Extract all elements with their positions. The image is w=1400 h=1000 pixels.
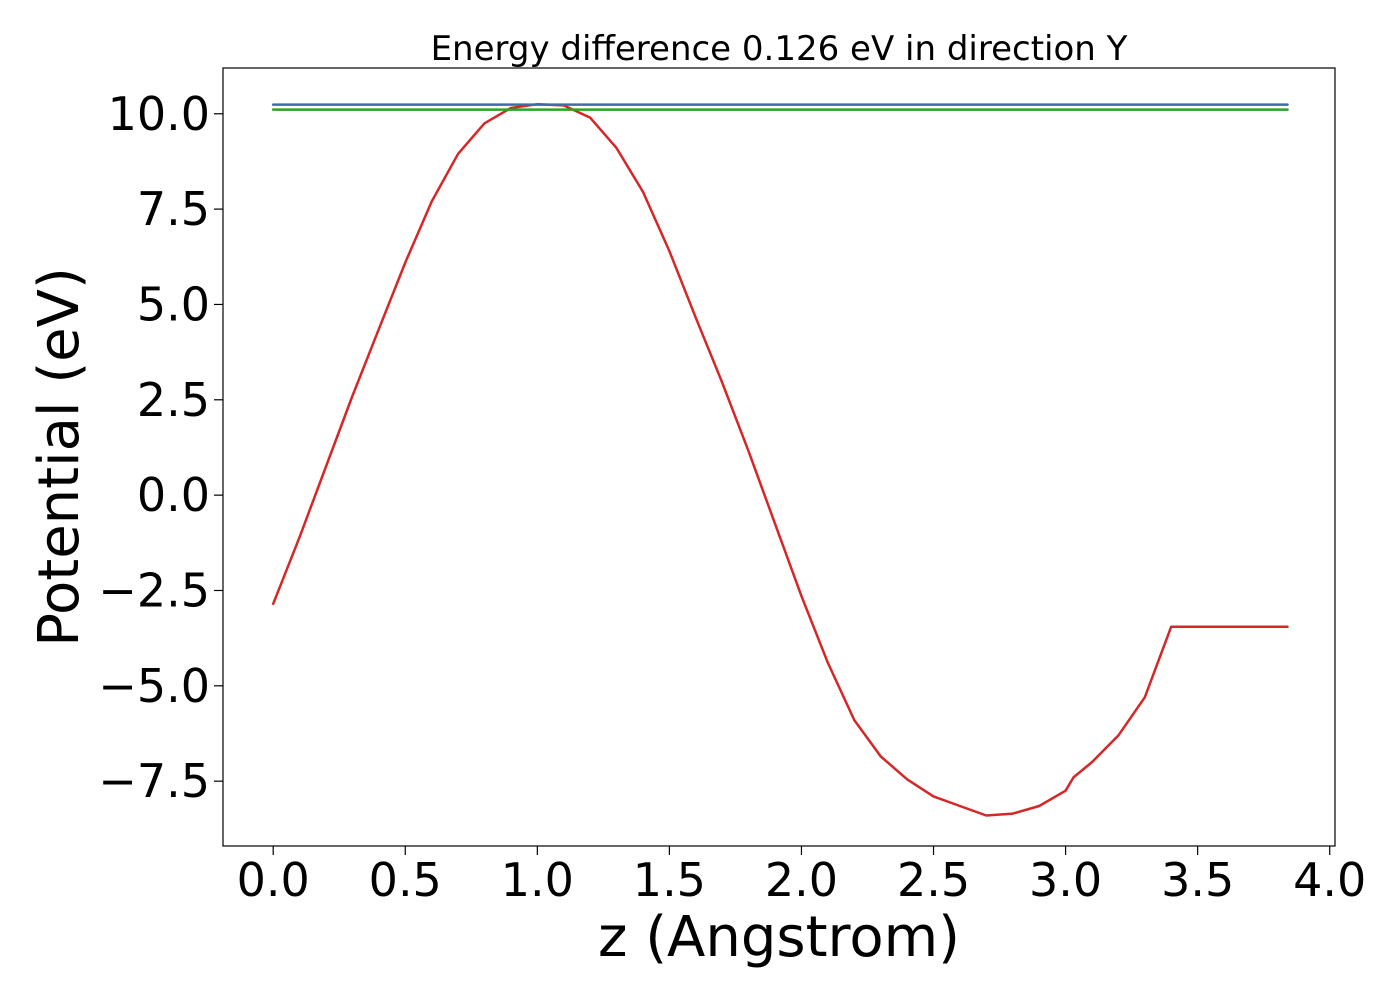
x-tick-label: 3.0	[1029, 853, 1102, 907]
y-tick-label: 5.0	[137, 277, 210, 331]
y-tick-label: −5.0	[98, 659, 210, 713]
x-tick-label: 1.0	[501, 853, 574, 907]
x-axis: 0.0 0.5 1.0 1.5 2.0 2.5 3.0 3.5 4.0	[237, 846, 1366, 907]
x-tick-label: 0.5	[369, 853, 442, 907]
y-tick-label: −2.5	[98, 563, 210, 617]
x-tick-label: 2.0	[765, 853, 838, 907]
series-line-0	[271, 102, 1289, 817]
x-tick-label: 4.0	[1293, 853, 1366, 907]
y-tick-label: 0.0	[137, 468, 210, 522]
y-axis: −7.5 −5.0 −2.5 0.0 2.5 5.0 7.5 10.0	[98, 87, 223, 808]
y-tick-label: 7.5	[137, 182, 210, 236]
x-axis-label: z (Angstrom)	[598, 905, 960, 970]
x-tick-label: 1.5	[633, 853, 706, 907]
plot-area	[222, 67, 1336, 847]
plot-frame	[222, 67, 1336, 847]
y-tick-label: −7.5	[98, 754, 210, 808]
chart-title: Energy difference 0.126 eV in direction …	[431, 29, 1128, 69]
x-tick-label: 3.5	[1161, 853, 1234, 907]
y-axis-label: Potential (eV)	[27, 267, 92, 647]
x-tick-label: 0.0	[237, 853, 310, 907]
x-tick-label: 2.5	[897, 853, 970, 907]
y-tick-label: 10.0	[108, 87, 210, 141]
y-tick-label: 2.5	[137, 373, 210, 427]
